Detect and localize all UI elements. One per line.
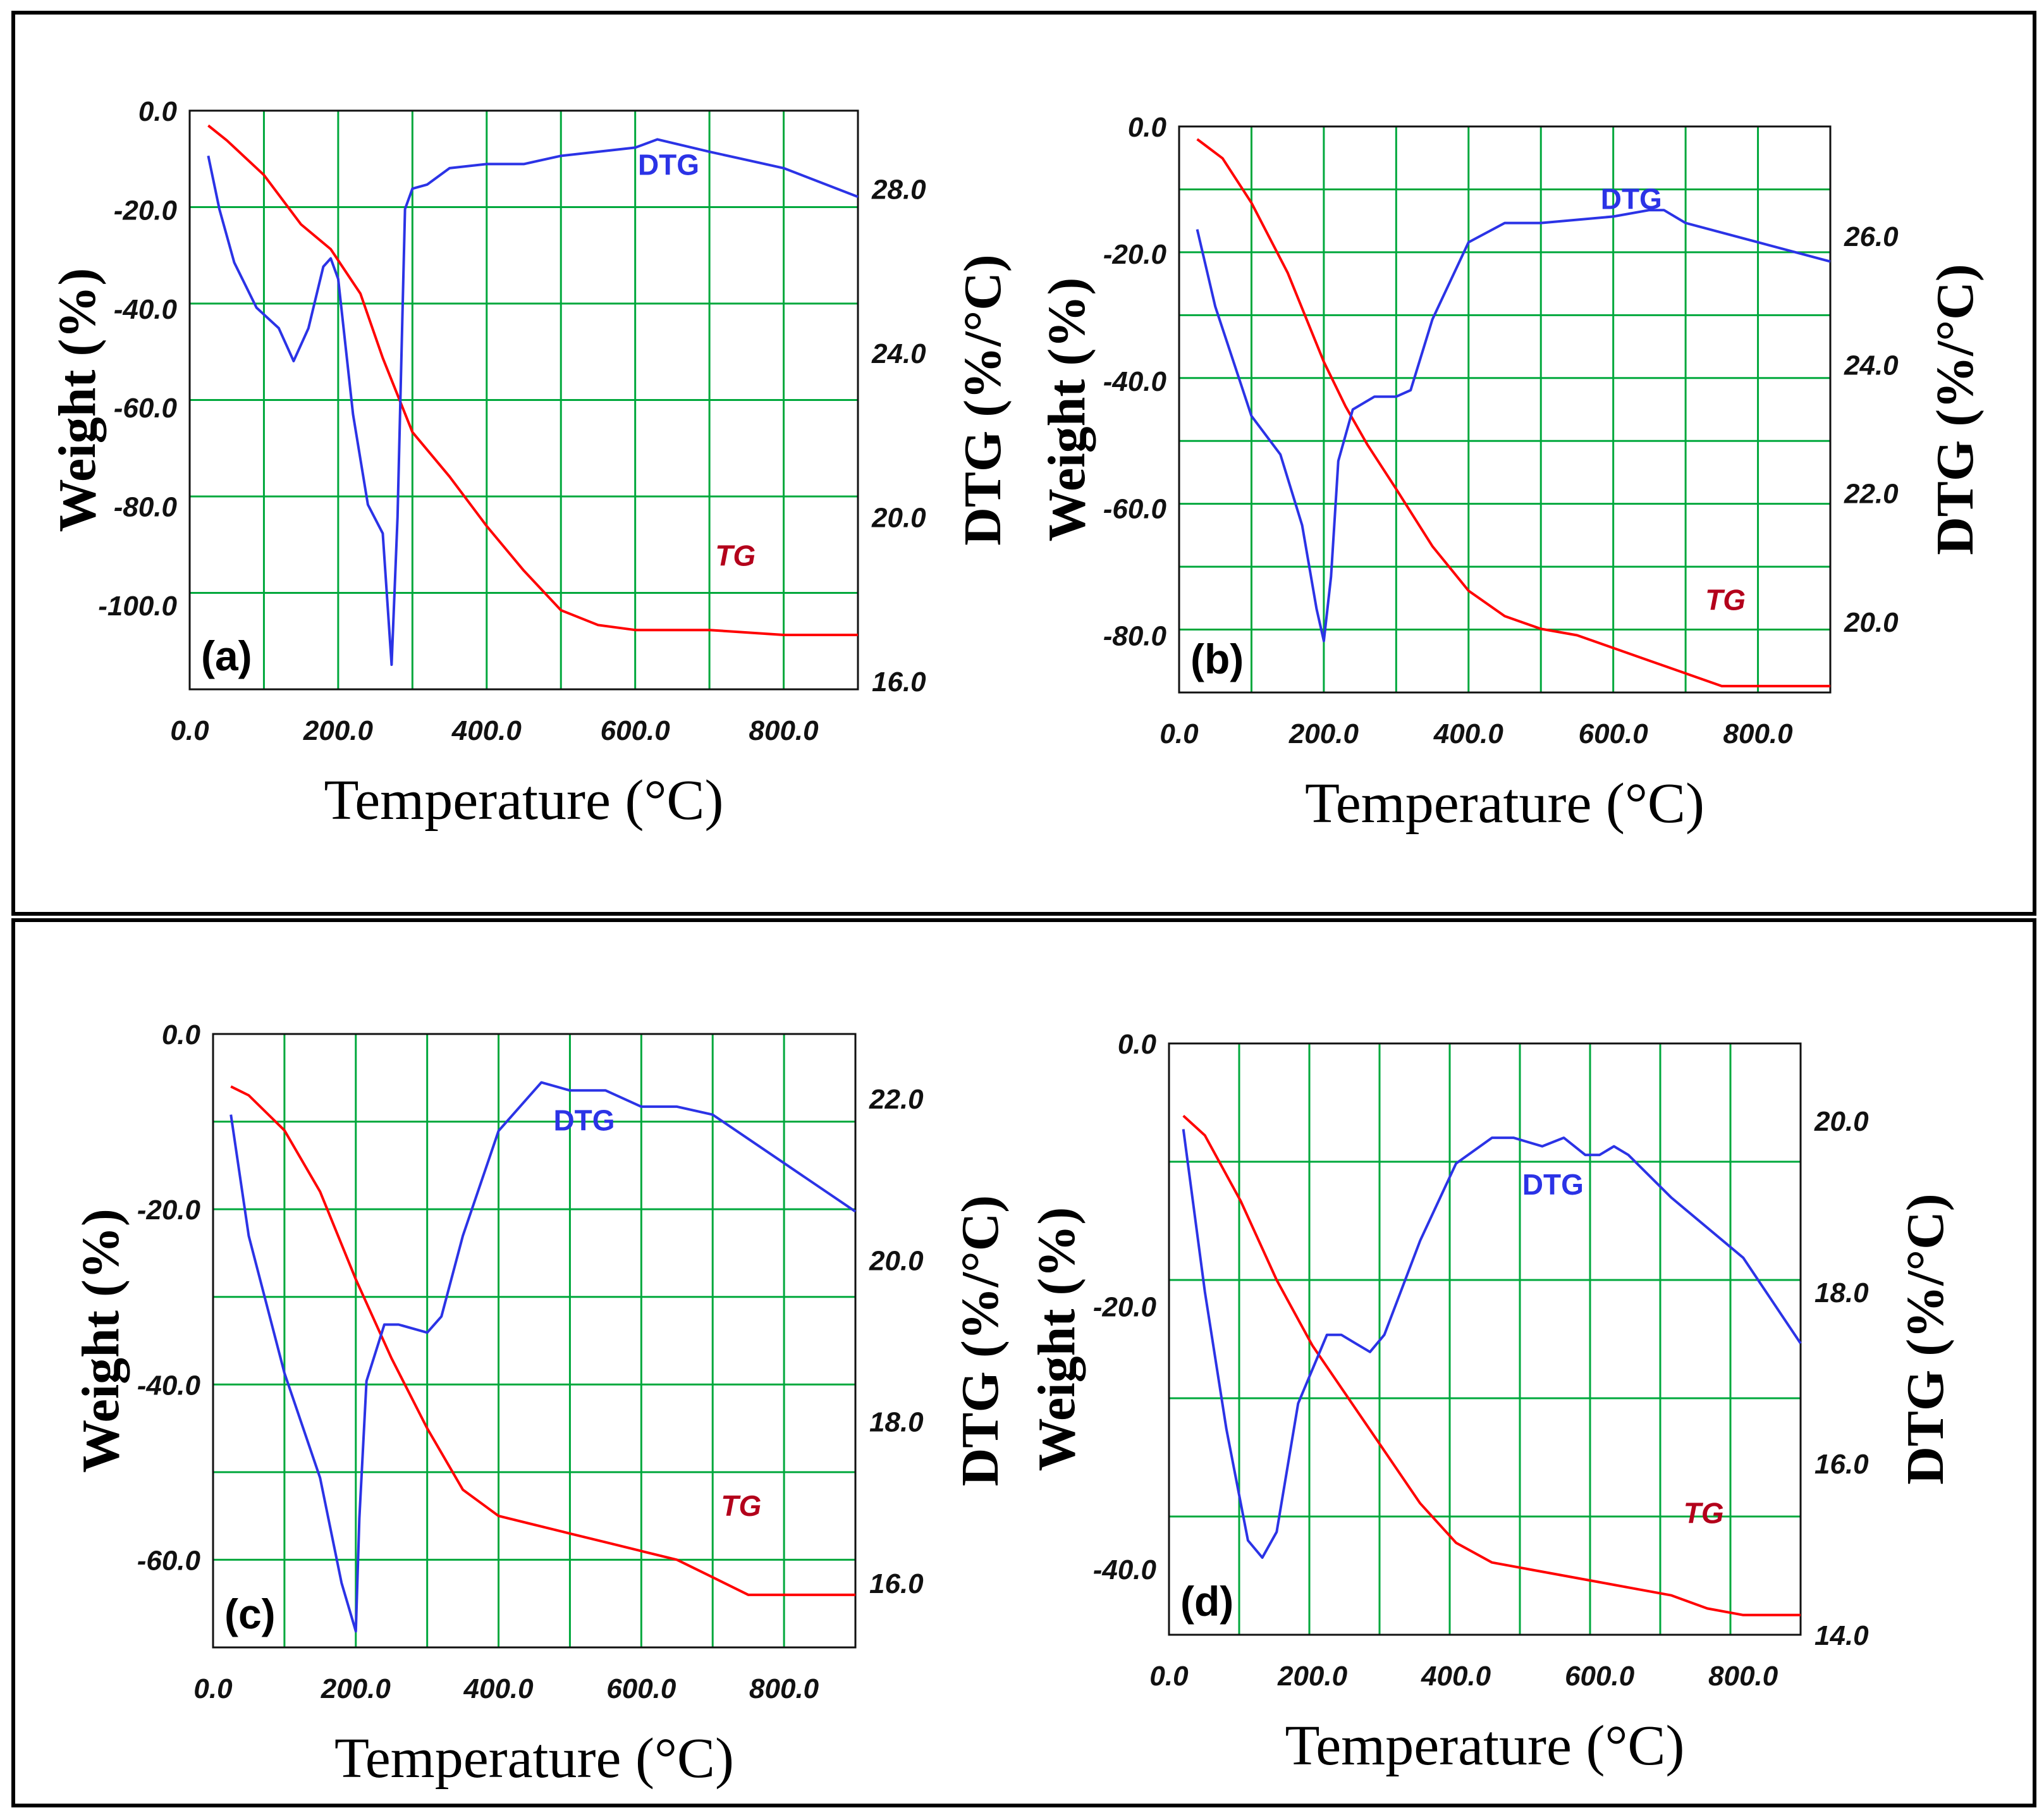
- y-tick-label: 0.0: [162, 1019, 201, 1050]
- y-tick-label: -80.0: [1103, 620, 1167, 651]
- y2-tick-label: 16.0: [1815, 1449, 1869, 1480]
- x-axis-title: Temperature (°C): [324, 769, 724, 832]
- y2-tick-label: 20.0: [1844, 607, 1899, 638]
- tg-label: TG: [721, 1489, 761, 1522]
- dtg-curve: [207, 138, 859, 667]
- x-tick-label: 800.0: [1723, 718, 1794, 749]
- y-tick-label: -40.0: [1093, 1554, 1157, 1585]
- plot-frame: [212, 1033, 857, 1649]
- dtg-curve: [1196, 209, 1831, 643]
- plot-frame: [188, 109, 859, 691]
- chart-panel: 0.0 200.0 400.0 600.0 800.0 0.0 -20.0 -40.0 -60.…: [48, 96, 1012, 832]
- x-tick-label: 0.0: [1160, 718, 1199, 749]
- x-tick-label: 800.0: [749, 1673, 819, 1704]
- x-tick-label: 600.0: [601, 715, 671, 746]
- panel-label: (c): [224, 1590, 276, 1637]
- x-tick-label: 800.0: [749, 715, 819, 746]
- y2-axis-title: DTG (%/°C): [1926, 264, 1985, 555]
- y-tick-label: 0.0: [1128, 112, 1167, 143]
- chart-panel: 0.0 200.0 400.0 600.0 800.0 0.0 -20.0 -40.0 -60.…: [1037, 112, 1985, 835]
- y2-tick-label: 16.0: [872, 667, 926, 698]
- x-tick-label: 200.0: [1277, 1661, 1348, 1692]
- x-tick-label: 600.0: [606, 1673, 676, 1704]
- y2-tick-label: 16.0: [869, 1568, 924, 1599]
- y-tick-label: 0.0: [138, 96, 178, 127]
- x-axis-title: Temperature (°C): [1305, 772, 1704, 835]
- y-tick-label: -60.0: [137, 1545, 201, 1576]
- chart-panel: 0.0 200.0 400.0 600.0 800.0 0.0 -20.0 -40.0 20.0…: [1027, 1029, 1955, 1777]
- panel-label: (d): [1180, 1578, 1233, 1625]
- y2-tick-label: 26.0: [1844, 221, 1899, 252]
- y2-tick-label: 24.0: [871, 338, 926, 369]
- tg-curve: [230, 1085, 855, 1596]
- dtg-curve: [229, 1081, 857, 1633]
- x-tick-label: 800.0: [1708, 1661, 1778, 1692]
- x-tick-label: 600.0: [1565, 1661, 1635, 1692]
- x-tick-label: 400.0: [451, 715, 522, 746]
- y2-tick-label: 22.0: [1844, 479, 1899, 510]
- y-tick-label: -20.0: [114, 195, 178, 226]
- x-tick-label: 200.0: [303, 715, 374, 746]
- tg-label: TG: [1684, 1496, 1724, 1529]
- y-tick-label: -80.0: [114, 492, 178, 523]
- chart-panel: 0.0 200.0 400.0 600.0 800.0 0.0 -20.0 -40.0 -60.…: [71, 1019, 1010, 1790]
- y-axis-title: Weight (%): [1027, 1207, 1086, 1472]
- x-tick-label: 400.0: [463, 1673, 534, 1704]
- y-tick-label: 0.0: [1118, 1029, 1157, 1060]
- x-tick-label: 0.0: [170, 715, 209, 746]
- y-tick-label: -60.0: [1103, 493, 1167, 524]
- x-tick-label: 400.0: [1421, 1661, 1491, 1692]
- y2-axis-title: DTG (%/°C): [1896, 1193, 1955, 1485]
- y2-tick-label: 22.0: [869, 1084, 924, 1115]
- y2-tick-label: 18.0: [869, 1407, 924, 1438]
- y-tick-label: -60.0: [114, 393, 178, 424]
- top-box: [11, 11, 2036, 916]
- panels: 0.0 200.0 400.0 600.0 800.0 0.0 -20.0 -40.0 -60.…: [48, 96, 1985, 1790]
- y2-tick-label: 24.0: [1844, 350, 1899, 381]
- bottom-box: [11, 918, 2036, 1807]
- y-tick-label: -40.0: [137, 1370, 201, 1401]
- panel-label: (b): [1190, 636, 1244, 682]
- tg-curve: [1196, 138, 1830, 687]
- x-axis-title: Temperature (°C): [1285, 1714, 1685, 1777]
- tg-label: TG: [715, 539, 756, 572]
- y-tick-label: -40.0: [1103, 366, 1167, 397]
- y2-tick-label: 20.0: [1814, 1106, 1869, 1137]
- x-tick-label: 600.0: [1579, 718, 1649, 749]
- x-tick-label: 0.0: [1149, 1661, 1189, 1692]
- y-tick-label: -100.0: [98, 591, 177, 622]
- y2-tick-label: 28.0: [871, 174, 926, 205]
- tg-curve: [1182, 1114, 1801, 1616]
- y-axis-title: Weight (%): [1037, 278, 1096, 542]
- dtg-label: DTG: [553, 1104, 615, 1136]
- y2-tick-label: 18.0: [1815, 1277, 1869, 1308]
- y-tick-label: -20.0: [137, 1195, 201, 1226]
- x-tick-label: 400.0: [1433, 718, 1504, 749]
- tg-label: TG: [1705, 583, 1746, 616]
- dtg-curve: [1182, 1129, 1802, 1559]
- x-tick-label: 0.0: [193, 1673, 233, 1704]
- y2-axis-title: DTG (%/°C): [951, 1195, 1010, 1487]
- y-axis-title: Weight (%): [71, 1209, 130, 1473]
- plot-frame: [1168, 1042, 1802, 1636]
- dtg-label: DTG: [638, 149, 699, 182]
- y2-tick-label: 14.0: [1815, 1620, 1869, 1651]
- panel-label: (a): [201, 632, 252, 679]
- plot-frame: [1178, 125, 1832, 694]
- x-axis-title: Temperature (°C): [334, 1727, 734, 1790]
- y2-tick-label: 20.0: [871, 502, 926, 533]
- y2-axis-title: DTG (%/°C): [953, 254, 1012, 546]
- x-tick-label: 200.0: [1288, 718, 1359, 749]
- tg-curve: [207, 124, 858, 636]
- y-tick-label: -40.0: [114, 294, 178, 325]
- dtg-label: DTG: [1522, 1168, 1584, 1201]
- y-tick-label: -20.0: [1103, 239, 1167, 270]
- y-axis-title: Weight (%): [48, 268, 107, 532]
- x-tick-label: 200.0: [321, 1673, 391, 1704]
- dtg-label: DTG: [1601, 183, 1662, 216]
- y-tick-label: -20.0: [1093, 1292, 1157, 1323]
- y2-tick-label: 20.0: [869, 1245, 924, 1276]
